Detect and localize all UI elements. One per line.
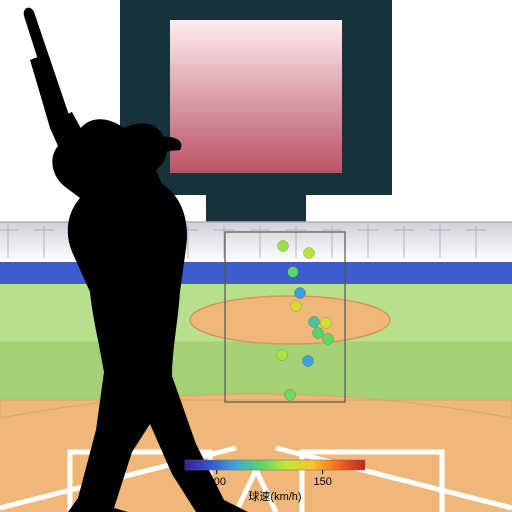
colorbar — [185, 460, 365, 470]
pitch-point — [303, 356, 314, 367]
pitch-point — [304, 248, 315, 259]
pitch-point — [291, 301, 302, 312]
pitch-point — [313, 328, 324, 339]
pitch-point — [295, 288, 306, 299]
pitchers-mound — [190, 296, 390, 344]
pitch-point — [285, 390, 296, 401]
scoreboard-screen — [170, 20, 342, 173]
outfield-wall — [0, 262, 512, 284]
pitch-point — [288, 267, 299, 278]
pitch-point — [321, 318, 332, 329]
svg-text:150: 150 — [313, 476, 331, 488]
pitch-location-chart: 100 150 球速(km/h) — [0, 0, 512, 512]
pitch-point — [278, 241, 289, 252]
scoreboard-pillar — [206, 195, 306, 225]
pitch-point — [277, 350, 288, 361]
pitch-point — [323, 334, 334, 345]
colorbar-label: 球速(km/h) — [248, 489, 301, 503]
pitch-point — [309, 317, 320, 328]
svg-text:100: 100 — [208, 476, 226, 488]
